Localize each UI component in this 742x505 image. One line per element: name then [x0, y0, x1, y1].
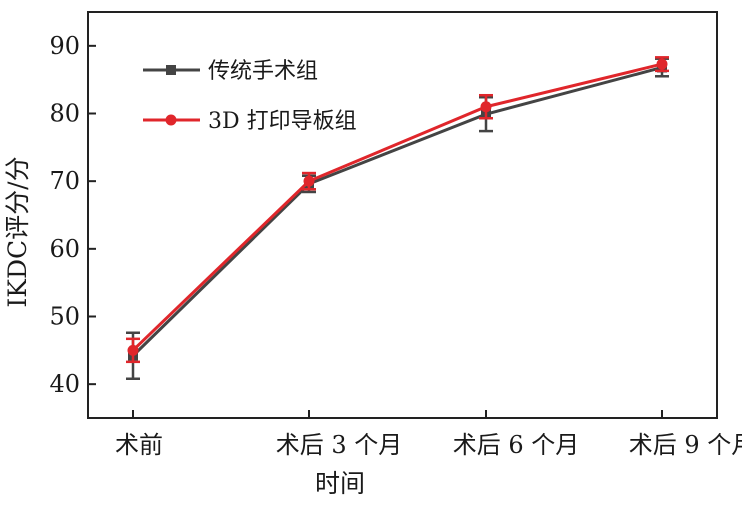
legend-item: 3D 打印导板组 — [143, 109, 357, 134]
x-tick-label: 术后 6 个月 — [453, 431, 580, 459]
series-group — [126, 56, 669, 381]
ticks: 40 50 60 70 80 90 术前 术后 3 个月 术后 6 个月 术后 9 个月 — [49, 32, 742, 459]
series-2 — [126, 56, 669, 364]
y-tick-label: 40 — [49, 370, 80, 398]
series-line — [131, 66, 663, 357]
y-tick-label: 50 — [49, 303, 80, 331]
data-point — [656, 58, 668, 70]
data-point — [303, 175, 315, 187]
legend-marker — [166, 65, 176, 75]
series-1 — [126, 57, 669, 381]
y-tick-label: 70 — [49, 167, 80, 195]
y-tick-label: 60 — [49, 235, 80, 263]
x-tick-label: 术前 — [115, 431, 163, 459]
series-line — [131, 62, 663, 352]
legend-label: 传统手术组 — [208, 59, 318, 84]
legend-item: 传统手术组 — [143, 59, 318, 84]
x-tick-label: 术后 9 个月 — [629, 431, 742, 459]
legend-label: 3D 打印导板组 — [208, 109, 357, 134]
y-tick-label: 90 — [49, 32, 80, 60]
y-axis-title: IKDC评分/分 — [3, 156, 32, 307]
legend-marker — [165, 114, 177, 126]
data-point — [127, 344, 139, 356]
x-tick-label: 术后 3 个月 — [276, 431, 403, 459]
axes — [87, 11, 718, 419]
legend: 传统手术组 3D 打印导板组 — [143, 59, 357, 134]
plot-frame — [87, 11, 718, 419]
data-point — [480, 101, 492, 113]
y-tick-label: 80 — [49, 100, 80, 128]
x-axis-title: 时间 — [315, 469, 365, 498]
